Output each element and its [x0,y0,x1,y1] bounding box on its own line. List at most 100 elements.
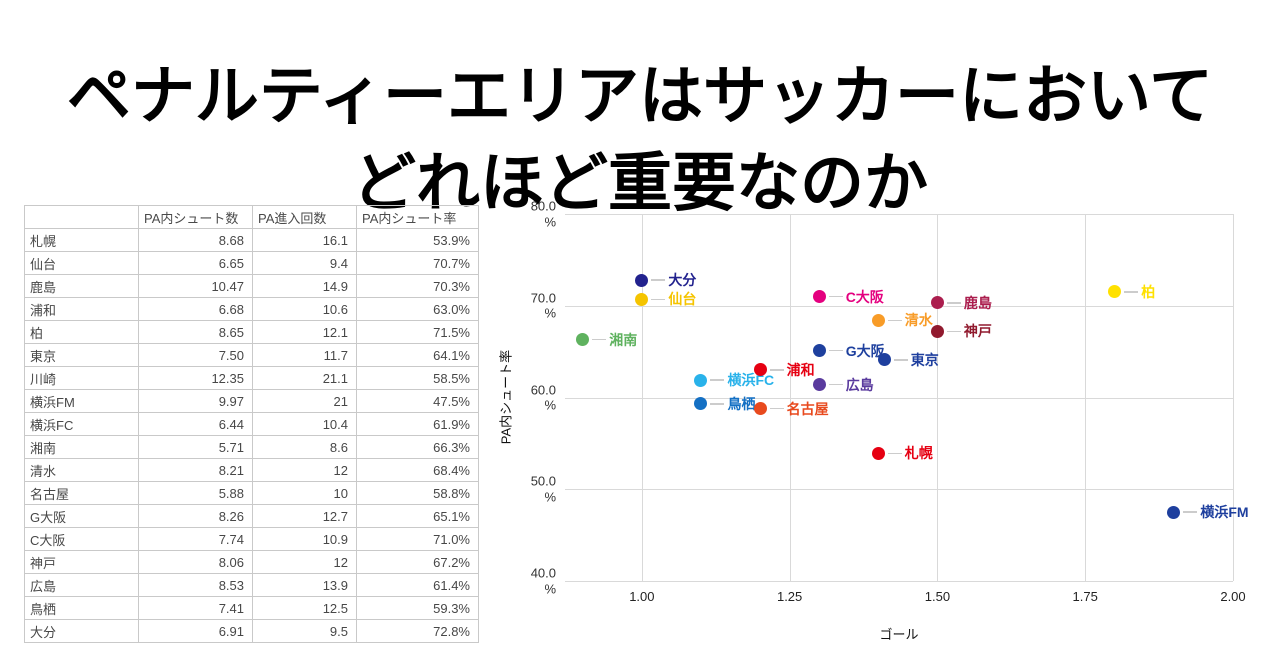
y-axis-tick-label: 60.0% [530,381,556,413]
scatter-point: 清水 [871,312,933,328]
scatter-point-dot [753,363,767,377]
stat-value-cell: 68.4% [356,458,479,482]
stat-value-cell: 6.65 [138,251,253,275]
stat-value-cell: 10.6 [252,297,357,321]
scatter-point-label: 鹿島 [963,294,992,311]
scatter-point: G大阪 [812,343,885,359]
team-name-cell: 広島 [24,573,139,597]
scatter-point-dot [1167,505,1181,519]
horizontal-gridline [565,214,1233,215]
label-connector-line [769,369,784,371]
scatter-point-dot [694,397,708,411]
table-row: 広島 8.53 13.9 61.4% [24,573,479,597]
stat-value-cell: 63.0% [356,297,479,321]
stat-value-cell: 6.91 [138,619,253,643]
stat-value-cell: 10.4 [252,412,357,436]
table-row: 横浜FM 9.97 21 47.5% [24,389,479,413]
team-name-cell: 仙台 [24,251,139,275]
stat-value-cell: 21 [252,389,357,413]
stat-value-cell: 10.9 [252,527,357,551]
scatter-point-dot [871,446,885,460]
stat-value-cell: 47.5% [356,389,479,413]
x-axis-tick-label: 2.00 [1220,589,1246,604]
vertical-gridline [937,214,939,581]
y-axis-title: PA内シュート率 [498,349,514,445]
scatter-point-dot [930,324,944,338]
team-name-cell: 川崎 [24,366,139,390]
x-axis-tick-label: 1.00 [629,589,655,604]
team-name-cell: C大阪 [24,527,139,551]
table-row: 湘南 5.71 8.6 66.3% [24,435,479,459]
scatter-point: 横浜FM [1167,504,1249,520]
scatter-point-dot [694,373,708,387]
table-row: 横浜FC 6.44 10.4 61.9% [24,412,479,436]
table-row: 名古屋 5.88 10 58.8% [24,481,479,505]
team-name-cell: 浦和 [24,297,139,321]
stat-value-cell: 6.44 [138,412,253,436]
table-row: 柏 8.65 12.1 71.5% [24,320,479,344]
label-connector-line [1124,291,1139,293]
scatter-point-dot [635,273,649,287]
stat-value-cell: 7.50 [138,343,253,367]
scatter-point-label: 東京 [910,351,939,368]
stat-value-cell: 6.68 [138,297,253,321]
x-axis-tick-label: 1.50 [924,589,951,604]
vertical-gridline [1233,214,1234,581]
stat-value-cell: 13.9 [252,573,357,597]
team-name-cell: 神戸 [24,550,139,574]
label-connector-line [710,379,725,381]
vertical-gridline [789,214,791,581]
scatter-point-dot [812,378,826,392]
x-axis-tick-label: 1.75 [1072,589,1098,604]
team-name-cell: 札幌 [24,228,139,252]
stat-value-cell: 70.7% [356,251,479,275]
scatter-point-dot [930,296,944,310]
scatter-point-label: 湘南 [609,331,638,348]
page-title-line1: ペナルティーエリアはサッカーにおいて [66,59,1214,132]
scatter-point: 大分 [635,272,696,288]
vertical-gridline [1085,214,1087,581]
team-name-cell: 鹿島 [24,274,139,298]
scatter-point-label: 札幌 [904,445,933,462]
team-name-cell: 湘南 [24,435,139,459]
table-row: G大阪 8.26 12.7 65.1% [24,504,479,528]
scatter-point-label: 浦和 [786,361,815,378]
page-title: ペナルティーエリアはサッカーにおいて どれほど重要なのか [0,53,1280,227]
scatter-point-label: C大阪 [845,288,884,305]
scatter-point: 広島 [812,377,874,393]
stat-value-cell: 12.35 [138,366,253,390]
stat-value-cell: 12 [252,550,357,574]
horizontal-gridline [565,581,1233,582]
team-name-cell: 鳥栖 [24,596,139,620]
scatter-point-dot [576,333,590,347]
stat-value-cell: 10 [252,481,357,505]
table-row: 清水 8.21 12 68.4% [24,458,479,482]
scatter-point-dot [1108,285,1122,299]
table-row: 鹿島 10.47 14.9 70.3% [24,274,479,298]
stat-value-cell: 8.21 [138,458,253,482]
x-axis-title: ゴール [879,627,919,642]
scatter-point-label: 広島 [845,376,874,393]
scatter-point: 東京 [877,352,939,368]
stat-value-cell: 10.47 [138,274,253,298]
scatter-point: C大阪 [812,289,884,305]
stat-value-cell: 67.2% [356,550,479,574]
vertical-gridline [641,214,643,581]
stat-value-cell: 58.8% [356,481,479,505]
scatter-point-label: 名古屋 [786,400,829,417]
stat-value-cell: 53.9% [356,228,479,252]
x-axis-tick-label: 1.25 [776,589,803,604]
header-pa-shots: PA内シュート数 [138,205,253,229]
table-row: 仙台 6.65 9.4 70.7% [24,251,479,275]
table-row: 川崎 12.35 21.1 58.5% [24,366,479,390]
scatter-point: 横浜FC [694,372,774,388]
scatter-point-label: 仙台 [668,291,697,308]
table-row: 札幌 8.68 16.1 53.9% [24,228,479,252]
table-row: 大分 6.91 9.5 72.8% [24,619,479,643]
scatter-point: 鳥栖 [694,396,755,412]
stat-value-cell: 12.1 [252,320,357,344]
stat-value-cell: 12.5 [252,596,357,620]
team-name-cell: 柏 [24,320,139,344]
label-connector-line [828,349,843,352]
stat-value-cell: 12 [252,458,357,482]
